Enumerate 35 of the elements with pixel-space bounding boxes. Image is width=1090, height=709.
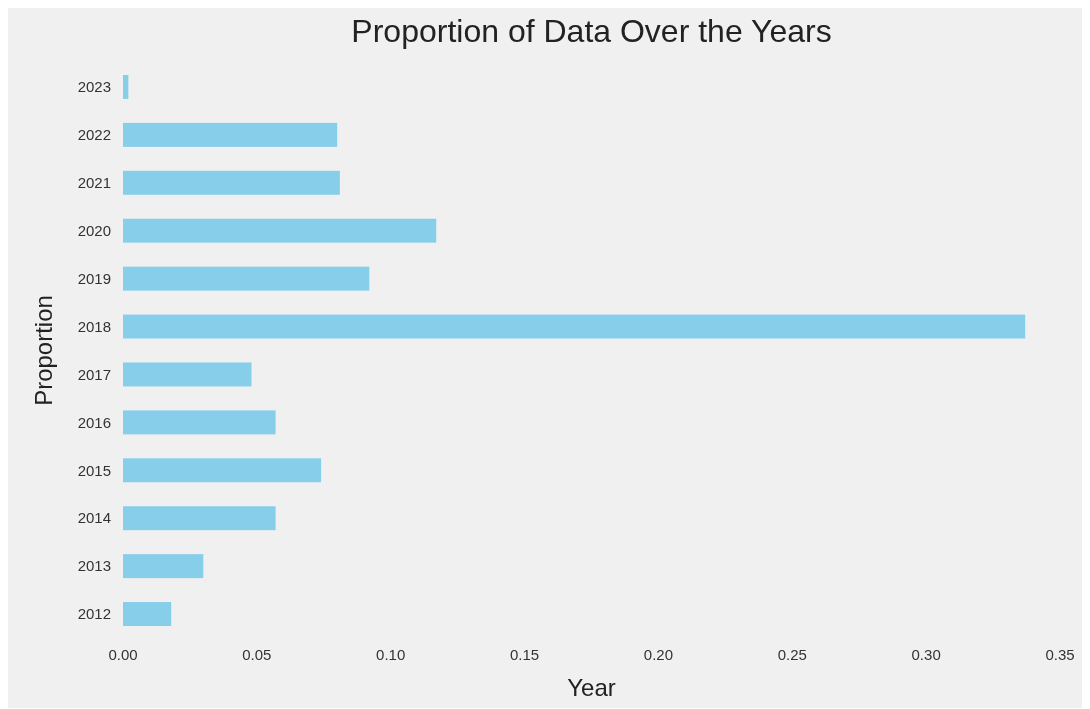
y-tick-label: 2015 [77,461,111,479]
bar [123,410,276,435]
y-tick-label: 2012 [77,605,111,623]
x-tick-label: 0.00 [108,646,138,663]
bar [123,506,276,531]
bar [123,170,340,195]
x-tick-label: 0.35 [1045,646,1075,663]
x-axis-title: Year [567,674,616,701]
bar [123,458,322,483]
chart-title: Proportion of Data Over the Years [351,13,832,49]
x-tick-label: 0.30 [911,646,941,663]
y-tick-label: 2020 [77,221,111,239]
y-tick-label: 2013 [77,557,111,575]
bar [123,314,1026,339]
y-tick-label: 2019 [77,269,111,287]
y-tick-label: 2021 [77,174,111,192]
x-tick-label: 0.10 [376,646,406,663]
bar [123,554,204,579]
y-tick-label: 2018 [77,317,111,335]
y-axis-title: Proportion [30,295,57,406]
x-tick-label: 0.25 [777,646,807,663]
y-tick-label: 2022 [77,126,111,144]
x-tick-label: 0.05 [242,646,272,663]
x-tick-label: 0.15 [509,646,540,663]
bar [123,74,129,99]
bar [123,362,252,387]
y-tick-label: 2023 [77,78,111,96]
x-tick-label: 0.20 [643,646,674,663]
bar [123,218,437,243]
y-tick-label: 2016 [77,413,111,431]
bar [123,122,338,147]
bar [123,266,370,291]
y-tick-label: 2017 [77,365,111,383]
y-tick-label: 2014 [77,509,111,527]
bar [123,602,172,627]
